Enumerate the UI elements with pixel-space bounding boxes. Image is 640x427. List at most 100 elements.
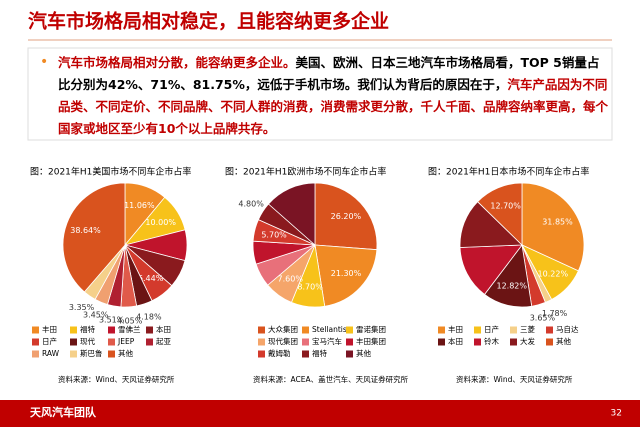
- legend-swatch: [32, 338, 39, 346]
- legend-label: 现代集团: [268, 336, 298, 346]
- bullet-segment: 美国、欧洲、日本三地汽车市场格局看，TOP 5销量占比分别为42%、71%、81…: [58, 55, 600, 92]
- bullet-segment: 汽车市场格局相对分散，能容纳更多企业。: [58, 55, 296, 70]
- legend-label: 福特: [312, 348, 327, 358]
- legend-label: 戴姆勒: [268, 348, 291, 358]
- slice-label: 21.30%: [331, 269, 362, 278]
- legend-swatch: [108, 338, 115, 346]
- legend-label: 日产: [42, 336, 57, 346]
- legend-label: 大众集团: [268, 324, 298, 334]
- legend-label: 现代: [80, 336, 95, 346]
- slice-label: 11.06%: [124, 201, 155, 210]
- legend-label: 起亚: [156, 337, 171, 346]
- legend-swatch: [474, 326, 481, 334]
- pie-slice: [521, 182, 585, 272]
- legend-label: 福特: [80, 324, 95, 334]
- slice-label: 3.45%: [83, 311, 109, 320]
- legend-label: 三菱: [520, 324, 535, 334]
- legend-swatch: [546, 338, 553, 346]
- slice-label: 4.05%: [117, 316, 143, 325]
- legend-label: 斯巴鲁: [80, 348, 103, 358]
- slice-label: 10.22%: [538, 269, 569, 278]
- legend-label: RAW: [42, 349, 60, 358]
- slice-label: 3.65%: [530, 314, 556, 323]
- legend-label: 丰田: [448, 324, 463, 334]
- legend-swatch: [546, 326, 553, 334]
- legend-label: 马自达: [556, 324, 579, 334]
- slice-label: 8.70%: [297, 282, 323, 291]
- slice-label: 3.51%: [99, 315, 125, 324]
- legend-label: 其他: [118, 348, 133, 358]
- legend-swatch: [346, 338, 353, 346]
- footer-team: 天风汽车团队: [30, 405, 97, 419]
- pie-slice: [62, 182, 126, 293]
- legend-swatch: [302, 326, 309, 334]
- legend-swatch: [438, 326, 445, 334]
- legend-swatch: [258, 326, 265, 334]
- pie-slice: [314, 182, 378, 251]
- legend-label: 铃木: [484, 336, 499, 346]
- legend-label: 雪佛兰: [118, 324, 141, 334]
- slice-label: 4.18%: [136, 313, 162, 322]
- pie-slice: [314, 244, 378, 307]
- legend-label: 大发: [520, 336, 535, 346]
- legend-swatch: [70, 350, 77, 358]
- legend-label: 丰田集团: [356, 336, 386, 346]
- slice-label: 6.44%: [138, 274, 164, 283]
- pie-slice: [267, 182, 316, 246]
- source-note: 资料来源：Wind、天风证券研究所: [456, 374, 573, 384]
- legend-label: 本田: [448, 336, 463, 346]
- legend-label: 其他: [356, 348, 371, 358]
- legend-swatch: [32, 350, 39, 358]
- slice-label: 5.70%: [261, 230, 287, 239]
- legend-swatch: [302, 350, 309, 358]
- legend-swatch: [146, 326, 153, 334]
- slice-label: 4.80%: [238, 199, 264, 208]
- pie-slice: [477, 182, 523, 246]
- legend-swatch: [146, 338, 153, 346]
- legend-swatch: [510, 326, 517, 334]
- bullet-box: [27, 47, 613, 141]
- legend-label: Stellantis: [312, 325, 347, 334]
- legend-swatch: [258, 338, 265, 346]
- page-number: 32: [611, 409, 622, 419]
- slice-label: 10.00%: [145, 218, 176, 227]
- slice-label: 7.60%: [278, 275, 304, 284]
- chart-title: 图：2021年H1欧洲市场不同车企市占率: [225, 166, 386, 178]
- slice-label: 1.78%: [542, 309, 568, 318]
- legend-swatch: [70, 338, 77, 346]
- legend-swatch: [302, 338, 309, 346]
- bullet-text: 汽车市场格局相对分散，能容纳更多企业。美国、欧洲、日本三地汽车市场格局看，TOP…: [58, 52, 610, 140]
- legend-swatch: [346, 326, 353, 334]
- slice-label: 38.64%: [70, 226, 101, 235]
- legend-swatch: [510, 338, 517, 346]
- legend-label: 本田: [156, 324, 171, 334]
- legend-swatch: [346, 350, 353, 358]
- legend-swatch: [474, 338, 481, 346]
- slice-label: 26.20%: [331, 212, 362, 221]
- chart-title: 图：2021年H1日本市场不同车企市占率: [428, 166, 589, 178]
- source-note: 资料来源：Wind、天风证券研究所: [58, 374, 175, 384]
- slide-title: 汽车市场格局相对稳定，且能容纳更多企业: [28, 10, 389, 33]
- legend-label: 其他: [556, 336, 571, 346]
- bullet-segment: 汽车产品因为不同品类、不同定价、不同品牌、不同人群的消费，消费需求更分散，千人千…: [58, 77, 609, 136]
- legend-label: 丰田: [42, 324, 57, 334]
- legend-label: 雷诺集团: [356, 324, 386, 334]
- slice-label: 31.85%: [542, 218, 573, 227]
- legend-swatch: [108, 350, 115, 358]
- slice-label: 12.70%: [490, 202, 521, 211]
- bullet-dot: •: [40, 54, 48, 70]
- legend-label: 日产: [484, 324, 499, 334]
- legend-swatch: [70, 326, 77, 334]
- legend-swatch: [32, 326, 39, 334]
- legend-label: JEEP: [117, 337, 135, 346]
- chart-title: 图：2021年H1美国市场不同车企市占率: [30, 166, 191, 178]
- source-note: 资料来源：ACEA、盖世汽车、天风证券研究所: [253, 374, 409, 384]
- legend-swatch: [438, 338, 445, 346]
- pie-slice: [459, 244, 523, 295]
- legend-swatch: [108, 326, 115, 334]
- legend-label: 宝马汽车: [312, 336, 342, 346]
- legend-swatch: [258, 350, 265, 358]
- slice-label: 12.82%: [496, 281, 527, 290]
